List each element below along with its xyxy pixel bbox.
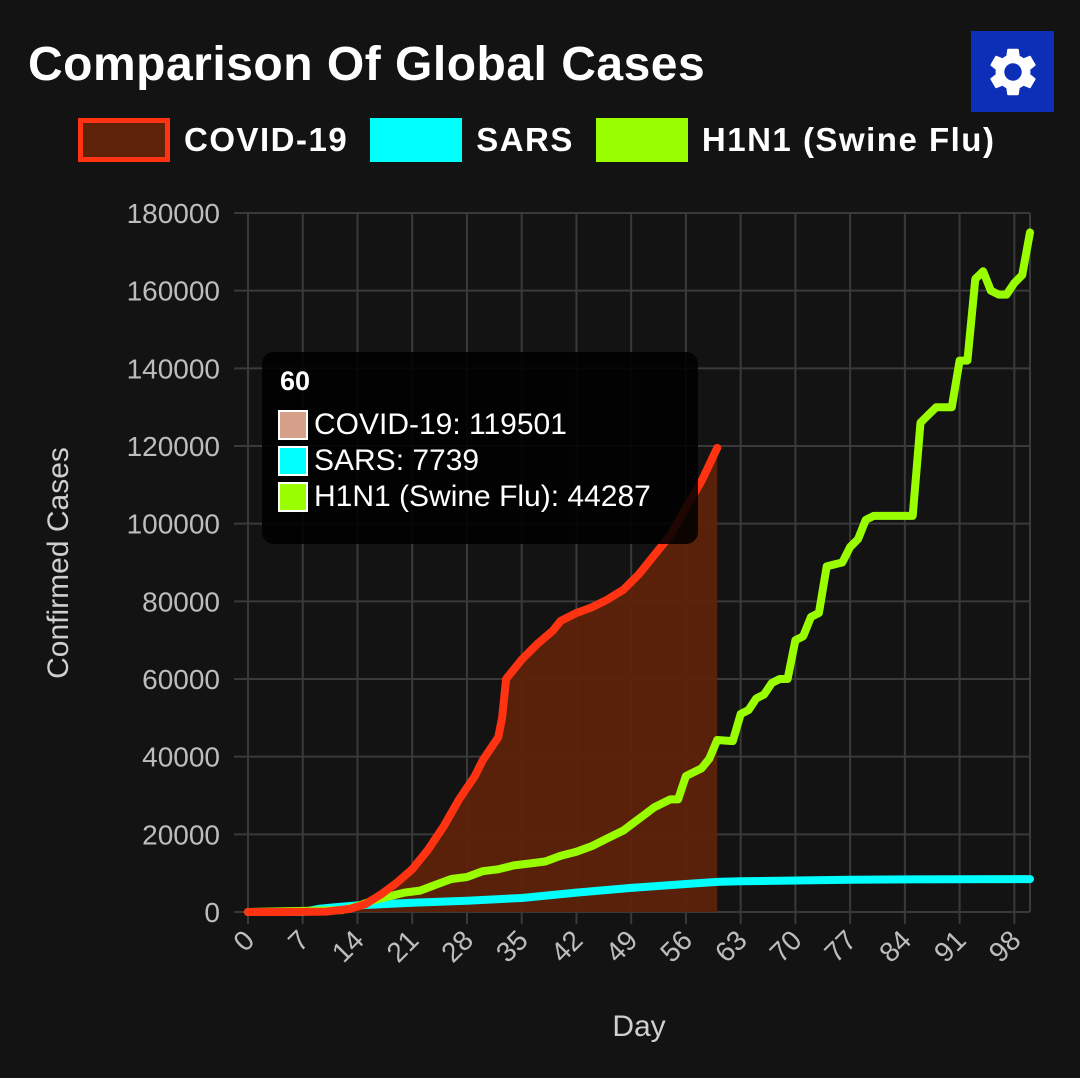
x-axis-ticks: 0 7 14 21 28 35 42 49 56 63 70 77 84 91 98 (227, 924, 1026, 968)
tooltip-row-h1n1: H1N1 (Swine Flu): 44287 (278, 479, 682, 515)
legend-swatch-covid (78, 118, 170, 162)
y-tick-label: 100000 (127, 509, 220, 540)
y-tick-label: 20000 (142, 819, 220, 850)
series-area-covid (248, 447, 718, 912)
x-tick-label: 63 (709, 924, 753, 968)
tooltip-row-sars: SARS: 7739 (278, 443, 682, 479)
legend-label-covid: COVID-19 (184, 121, 349, 158)
x-tick-label: 84 (873, 924, 917, 968)
tooltip-swatch-covid (278, 410, 308, 440)
legend-item-covid[interactable]: COVID-19 (78, 118, 348, 162)
y-tick-label: 40000 (142, 742, 220, 773)
x-tick-label: 91 (928, 924, 972, 968)
legend-swatch-sars (370, 118, 463, 162)
tooltip-text-covid: COVID-19: 119501 (314, 408, 567, 441)
x-tick-label: 70 (764, 924, 808, 968)
y-tick-label: 180000 (127, 198, 220, 229)
y-axis-title: Confirmed Cases (42, 447, 75, 679)
x-tick-label: 49 (599, 924, 643, 968)
tooltip-swatch-sars (278, 446, 308, 476)
grid (234, 212, 1031, 924)
y-tick-label: 60000 (142, 664, 220, 695)
legend-item-sars[interactable]: SARS (370, 118, 574, 162)
tooltip-swatch-h1n1 (278, 482, 308, 512)
tooltip: 60 COVID-19: 119501 SARS: 7739 H1N1 (Swi… (262, 352, 698, 544)
gear-icon (989, 48, 1036, 95)
legend: COVID-19 SARS H1N1 (Swine Flu) (78, 116, 1017, 164)
y-tick-label: 120000 (127, 431, 220, 462)
chart-title: Comparison Of Global Cases (28, 38, 706, 91)
x-tick-label: 14 (326, 924, 370, 968)
x-tick-label: 98 (983, 924, 1027, 968)
x-tick-label: 77 (818, 924, 862, 968)
tooltip-text-h1n1: H1N1 (Swine Flu): 44287 (314, 480, 651, 513)
series (244, 228, 1034, 916)
y-tick-label: 0 (204, 897, 220, 928)
series-line-h1n1[interactable] (244, 228, 1034, 916)
legend-label-h1n1: H1N1 (Swine Flu) (701, 121, 996, 158)
tooltip-row-covid: COVID-19: 119501 (278, 407, 682, 443)
x-tick-label: 28 (435, 924, 479, 968)
y-tick-label: 140000 (127, 353, 220, 384)
y-axis-ticks: 0 20000 40000 60000 80000 100000 120000 140000 1… (127, 198, 220, 928)
legend-label-sars: SARS (476, 121, 574, 158)
legend-swatch-h1n1 (595, 118, 688, 162)
x-tick-label: 0 (227, 924, 260, 957)
settings-button[interactable] (971, 31, 1054, 112)
series-line-covid[interactable] (244, 443, 722, 916)
y-tick-label: 80000 (142, 586, 220, 617)
legend-item-h1n1[interactable]: H1N1 (Swine Flu) (595, 118, 996, 162)
x-axis-title: Day (612, 1010, 665, 1043)
x-tick-label: 42 (545, 924, 589, 968)
tooltip-text-sars: SARS: 7739 (314, 444, 480, 477)
tooltip-title: 60 (280, 366, 311, 396)
x-tick-label: 7 (282, 924, 315, 957)
y-tick-label: 160000 (127, 276, 220, 307)
x-tick-label: 56 (654, 924, 698, 968)
x-tick-label: 21 (381, 924, 425, 968)
x-tick-label: 35 (490, 924, 534, 968)
